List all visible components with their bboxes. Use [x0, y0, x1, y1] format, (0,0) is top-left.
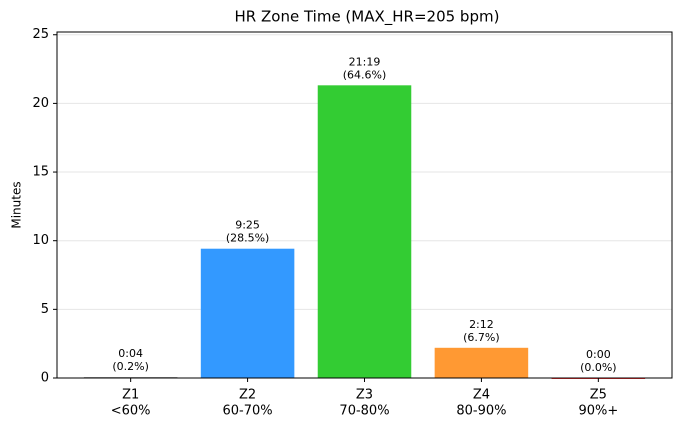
y-tick-label: 5	[41, 302, 49, 317]
bar	[317, 85, 412, 378]
y-tick-label: 25	[32, 27, 49, 42]
y-tick-label: 15	[32, 165, 49, 180]
plot-frame	[56, 31, 673, 379]
x-tick-label: Z1	[122, 388, 139, 403]
share-label: (28.5%)	[226, 232, 270, 245]
x-tick-label: Z3	[356, 388, 373, 403]
x-tick-sublabel: 70-80%	[339, 404, 389, 419]
x-tick-sublabel: 60-70%	[223, 404, 273, 419]
y-axis-label: Minutes	[10, 181, 24, 228]
x-tick-sublabel: <60%	[111, 404, 151, 419]
y-tick-label: 10	[32, 233, 49, 248]
value-label: 0:00	[586, 348, 611, 361]
value-label: 2:12	[469, 318, 494, 331]
y-tick-label: 20	[32, 96, 49, 111]
share-label: (0.0%)	[580, 361, 617, 374]
x-tick-sublabel: 80-90%	[456, 404, 506, 419]
share-label: (0.2%)	[112, 360, 149, 373]
share-label: (64.6%)	[343, 68, 387, 81]
x-tick-label: Z5	[590, 388, 607, 403]
share-label: (6.7%)	[463, 331, 500, 344]
x-tick-label: Z2	[239, 388, 256, 403]
value-label: 9:25	[235, 219, 260, 232]
value-label: 21:19	[349, 55, 381, 68]
chart-title: HR Zone Time (MAX_HR=205 bpm)	[235, 8, 500, 27]
bar	[200, 248, 295, 378]
x-tick-label: Z4	[473, 388, 490, 403]
bar	[434, 347, 529, 378]
value-label: 0:04	[118, 347, 143, 360]
y-tick-label: 0	[41, 371, 49, 386]
x-tick-sublabel: 90%+	[578, 404, 618, 419]
